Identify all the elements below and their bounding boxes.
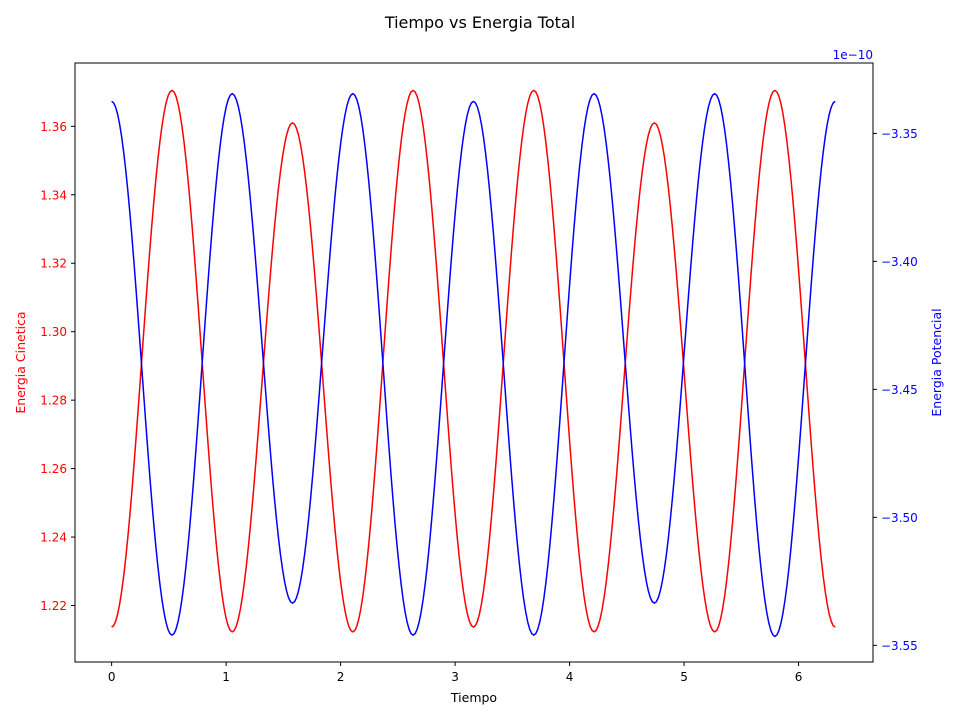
x-axis-label: Tiempo — [450, 690, 497, 705]
right-tick-label: −3.35 — [881, 127, 918, 141]
potential-energy-line — [111, 92, 836, 638]
right-tick-label: −3.50 — [881, 511, 918, 525]
left-tick-label: 1.22 — [40, 599, 67, 613]
left-tick-label: 1.36 — [40, 120, 67, 134]
x-tick-label: 4 — [566, 670, 574, 684]
left-tick-label: 1.32 — [40, 257, 67, 271]
x-tick-label: 5 — [680, 670, 688, 684]
right-axis-ticks: −3.55 −3.50 −3.45 −3.40 −3.35 — [873, 127, 918, 653]
x-tick-label: 2 — [337, 670, 345, 684]
right-tick-label: −3.45 — [881, 383, 918, 397]
x-tick-label: 1 — [222, 670, 230, 684]
x-tick-label: 3 — [451, 670, 459, 684]
right-tick-label: −3.55 — [881, 639, 918, 653]
series-layer — [111, 89, 836, 638]
left-tick-label: 1.24 — [40, 531, 67, 545]
right-tick-label: −3.40 — [881, 255, 918, 269]
left-axis-label: Energia Cinetica — [13, 311, 28, 413]
plot-frame — [74, 62, 874, 663]
kinetic-energy-line — [111, 89, 836, 633]
left-tick-label: 1.34 — [40, 188, 67, 202]
left-axis-ticks: 1.22 1.24 1.26 1.28 1.30 1.32 1.34 1.36 — [40, 120, 75, 613]
chart-title: Tiempo vs Energia Total — [384, 13, 575, 32]
left-tick-label: 1.26 — [40, 462, 67, 476]
x-tick-label: 0 — [108, 670, 116, 684]
right-axis-label: Energia Potencial — [929, 308, 944, 416]
left-tick-label: 1.28 — [40, 394, 67, 408]
left-tick-label: 1.30 — [40, 325, 67, 339]
x-axis-ticks: 0 1 2 3 4 5 6 — [108, 662, 803, 684]
x-tick-label: 6 — [795, 670, 803, 684]
right-axis-offset-text: 1e−10 — [833, 48, 873, 62]
